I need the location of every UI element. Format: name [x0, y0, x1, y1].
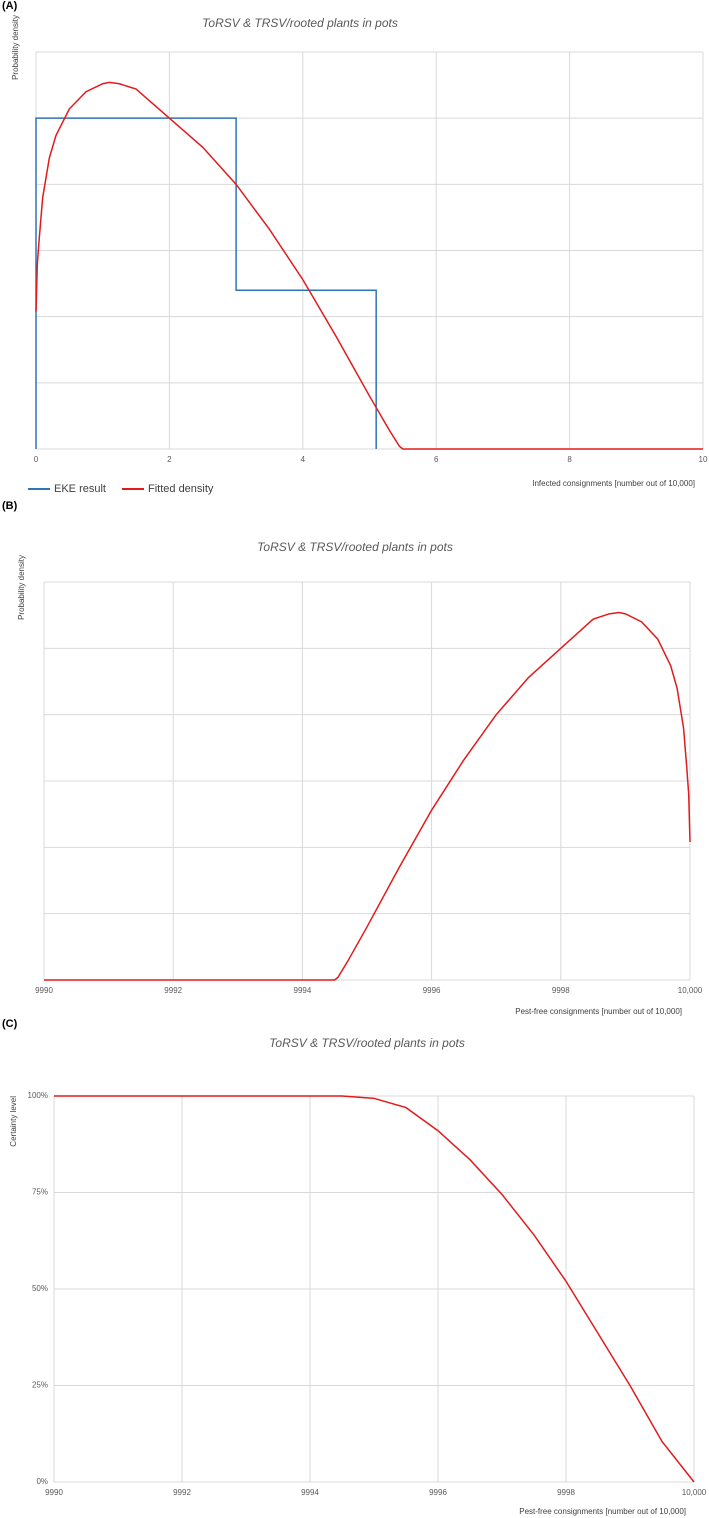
series-line: [44, 611, 691, 981]
x-tick-label: 9992: [173, 1488, 191, 1497]
x-tick-label: 10: [699, 455, 708, 464]
x-tick-label: 4: [301, 455, 306, 464]
y-axis-label: Probability density: [17, 555, 26, 620]
y-tick-label: 25%: [32, 1381, 48, 1390]
chart-title: ToRSV & TRSV/rooted plants in pots: [269, 1036, 465, 1050]
x-tick-label: 9998: [552, 986, 570, 995]
x-axis-label: Pest-free consignments [number out of 10…: [515, 1007, 682, 1016]
x-tick-label: 10,000: [682, 1488, 707, 1497]
x-tick-label: 9996: [423, 986, 441, 995]
y-axis-label: Probability density: [11, 15, 20, 80]
legend-label: EKE result: [54, 483, 106, 495]
series-line: [35, 117, 377, 449]
panel-label: (A): [2, 0, 18, 12]
y-tick-label: 75%: [32, 1188, 48, 1197]
chart-title: ToRSV & TRSV/rooted plants in pots: [257, 540, 453, 554]
x-axis-label: Infected consignments [number out of 10,…: [532, 479, 695, 488]
x-axis-label: Pest-free consignments [number out of 10…: [519, 1507, 686, 1516]
legend-label: Fitted density: [148, 483, 214, 495]
panel-label: (C): [2, 1018, 18, 1030]
panel-label: (B): [2, 500, 18, 512]
x-tick-label: 9992: [164, 986, 182, 995]
chart-title: ToRSV & TRSV/rooted plants in pots: [202, 16, 398, 30]
y-axis-label: Certainty level: [9, 1096, 18, 1147]
x-tick-label: 2: [167, 455, 172, 464]
x-tick-label: 9996: [429, 1488, 447, 1497]
x-tick-label: 9998: [557, 1488, 575, 1497]
y-tick-label: 50%: [32, 1284, 48, 1293]
x-tick-label: 9994: [294, 986, 312, 995]
x-tick-label: 9990: [35, 986, 53, 995]
x-tick-label: 9994: [301, 1488, 319, 1497]
y-tick-label: 100%: [28, 1091, 48, 1100]
x-tick-label: 10,000: [678, 986, 703, 995]
x-tick-label: 8: [567, 455, 572, 464]
x-tick-label: 0: [34, 455, 39, 464]
series-line: [54, 1095, 695, 1483]
y-tick-label: 0%: [36, 1477, 48, 1486]
series-line: [35, 81, 703, 450]
x-tick-label: 9990: [45, 1488, 63, 1497]
x-tick-label: 6: [434, 455, 439, 464]
